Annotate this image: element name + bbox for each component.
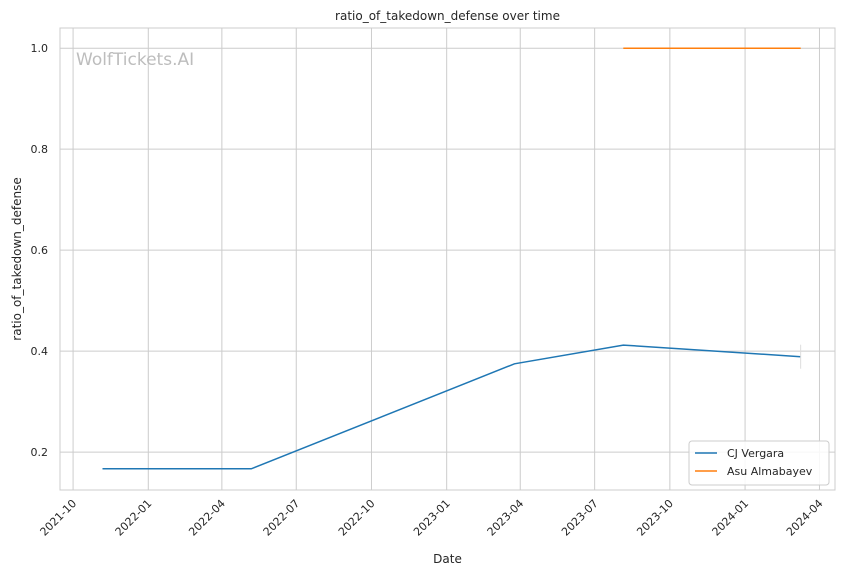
- legend-label-asu-almabayev: Asu Almabayev: [727, 465, 813, 478]
- y-tick-label: 0.4: [31, 345, 49, 358]
- y-tick-labels: 0.2 0.4 0.6 0.8 1.0: [31, 42, 49, 459]
- chart-title: ratio_of_takedown_defense over time: [335, 9, 560, 23]
- y-axis-label: ratio_of_takedown_defense: [10, 177, 24, 340]
- y-tick-label: 0.2: [31, 446, 49, 459]
- legend-label-cj-vergara: CJ Vergara: [727, 447, 784, 460]
- legend: CJ Vergara Asu Almabayev: [688, 440, 830, 486]
- series-lines: [102, 47, 801, 470]
- x-axis-label: Date: [433, 552, 462, 566]
- y-tick-label: 0.6: [31, 244, 49, 257]
- y-tick-label: 1.0: [31, 42, 49, 55]
- legend-box: [688, 440, 830, 486]
- y-tick-label: 0.8: [31, 143, 49, 156]
- watermark-text: WolfTickets.AI: [76, 50, 194, 70]
- plot-frame: [59, 27, 836, 491]
